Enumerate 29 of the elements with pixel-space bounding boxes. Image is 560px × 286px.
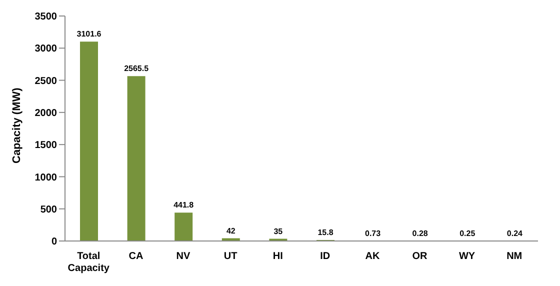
data-label: 0.25 bbox=[460, 228, 476, 238]
data-label: 2565.5 bbox=[124, 64, 150, 74]
y-tick-label: 500 bbox=[40, 204, 58, 216]
y-tick-label: 3500 bbox=[34, 12, 58, 23]
data-label: 42 bbox=[226, 226, 236, 236]
x-tick-label: UT bbox=[224, 251, 238, 262]
data-label: 0.24 bbox=[506, 228, 524, 238]
x-tick-label: HI bbox=[272, 251, 284, 262]
y-tick-label: 3000 bbox=[34, 44, 58, 55]
y-tick-label: 0 bbox=[51, 236, 58, 248]
data-label: 0.73 bbox=[365, 228, 382, 238]
y-tick-label: 1500 bbox=[34, 140, 58, 152]
x-tick-label: Total Capacity bbox=[68, 251, 110, 274]
x-tick-label: NM bbox=[506, 251, 522, 262]
data-label: 441.8 bbox=[174, 200, 194, 210]
x-tick-label: NV bbox=[176, 251, 191, 262]
x-tick-label: AK bbox=[365, 251, 380, 262]
x-tick-label: CA bbox=[128, 251, 144, 262]
y-tick-label: 2000 bbox=[34, 108, 58, 119]
x-tick-label: ID bbox=[320, 251, 330, 262]
x-tick-label: OR bbox=[412, 251, 428, 262]
x-tick-label: WY bbox=[458, 251, 476, 262]
data-label: 35 bbox=[274, 226, 284, 236]
data-label: 3101.6 bbox=[76, 30, 102, 39]
y-axis-title: Capacity (MW) bbox=[10, 87, 23, 164]
data-label: 0.28 bbox=[412, 228, 428, 238]
y-tick-label: 2500 bbox=[34, 76, 58, 87]
y-tick-label: 1000 bbox=[34, 172, 58, 184]
data-label: 15.8 bbox=[318, 228, 334, 237]
